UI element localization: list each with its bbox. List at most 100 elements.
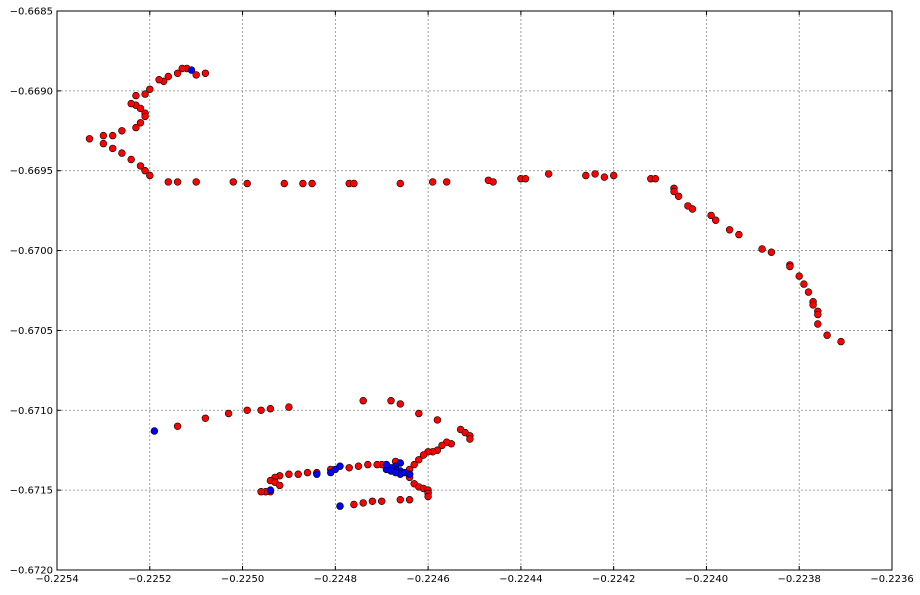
data-point — [285, 470, 293, 478]
data-point — [544, 170, 553, 178]
data-point — [192, 178, 200, 186]
x-tick-label: −0.2242 — [592, 574, 635, 585]
data-point — [521, 175, 530, 183]
data-point — [303, 468, 312, 477]
data-point — [786, 262, 794, 271]
data-point — [224, 409, 233, 418]
data-point — [415, 409, 423, 418]
x-axis: −0.2254 −0.2252 −0.2250 −0.2248 −0.2246 −0.22… — [35, 11, 914, 585]
data-point — [424, 492, 432, 501]
data-point — [132, 123, 140, 132]
data-point — [814, 310, 822, 319]
data-point — [299, 179, 307, 188]
y-tick-label: −0.6685 — [10, 7, 53, 18]
data-point — [146, 171, 154, 180]
data-point — [141, 167, 149, 175]
data-point — [99, 131, 108, 140]
data-point — [118, 149, 126, 157]
data-point — [257, 406, 265, 414]
y-tick-label: −0.6695 — [10, 166, 53, 177]
y-tick-label: −0.6715 — [10, 486, 53, 497]
data-point — [368, 497, 377, 505]
data-point — [266, 405, 275, 413]
data-point — [294, 470, 302, 478]
data-point — [327, 468, 335, 477]
data-point — [276, 481, 284, 490]
data-point — [99, 139, 108, 148]
x-tick-label: −0.2250 — [221, 574, 264, 585]
data-point — [136, 162, 145, 170]
x-tick-label: −0.2254 — [35, 574, 78, 585]
x-tick-label: −0.2240 — [685, 574, 728, 585]
data-point — [118, 127, 126, 135]
data-point — [187, 66, 196, 74]
data-point — [141, 90, 149, 98]
data-point — [382, 460, 391, 469]
data-point — [150, 427, 159, 435]
plot-background — [57, 11, 892, 570]
y-tick-label: −0.6690 — [10, 86, 53, 97]
data-points — [85, 64, 845, 510]
data-point — [489, 178, 497, 186]
data-point — [141, 112, 149, 121]
data-point — [85, 135, 94, 143]
data-point — [313, 470, 321, 478]
data-point — [804, 288, 813, 296]
grid-lines — [57, 11, 892, 570]
data-point — [391, 468, 400, 477]
data-point — [396, 400, 404, 408]
data-point — [707, 211, 715, 220]
data-point — [136, 104, 145, 113]
data-point — [378, 497, 386, 505]
data-point — [127, 99, 135, 108]
data-point — [173, 69, 182, 78]
data-point — [591, 170, 599, 178]
data-point — [711, 216, 720, 224]
data-point — [809, 301, 817, 309]
data-point — [651, 175, 660, 183]
data-point — [359, 397, 367, 405]
y-tick-label: −0.6700 — [10, 246, 53, 257]
data-point — [433, 416, 442, 424]
data-point — [164, 72, 173, 81]
x-tick-label: −0.2252 — [128, 574, 171, 585]
data-point — [735, 230, 743, 239]
plot-frame — [56, 10, 893, 571]
data-point — [266, 486, 275, 494]
data-point — [108, 144, 117, 153]
x-tick-label: −0.2246 — [406, 574, 449, 585]
data-point — [364, 460, 372, 469]
data-point — [767, 248, 776, 256]
data-point — [600, 173, 609, 181]
data-point — [192, 71, 200, 79]
data-point — [155, 75, 163, 84]
data-point — [582, 171, 590, 180]
data-point — [132, 91, 140, 100]
data-point — [674, 192, 683, 201]
data-point — [350, 500, 358, 509]
data-point — [814, 320, 822, 328]
data-point — [285, 403, 293, 411]
data-point — [387, 397, 395, 405]
data-point — [229, 178, 238, 186]
data-point — [725, 226, 734, 234]
data-point — [429, 178, 437, 186]
y-tick-label: −0.6720 — [10, 566, 53, 577]
data-point — [373, 460, 381, 469]
data-point — [415, 456, 423, 464]
data-point — [345, 464, 353, 472]
data-point — [410, 460, 418, 469]
data-point — [336, 502, 344, 510]
data-point — [419, 451, 428, 459]
data-point — [243, 406, 251, 414]
data-point — [127, 155, 135, 164]
data-point — [173, 422, 182, 430]
data-point — [443, 178, 451, 186]
data-point — [164, 178, 173, 186]
data-point — [800, 280, 808, 288]
data-point — [243, 179, 251, 188]
data-point — [405, 470, 414, 478]
data-point — [837, 337, 845, 346]
data-point — [609, 171, 618, 180]
